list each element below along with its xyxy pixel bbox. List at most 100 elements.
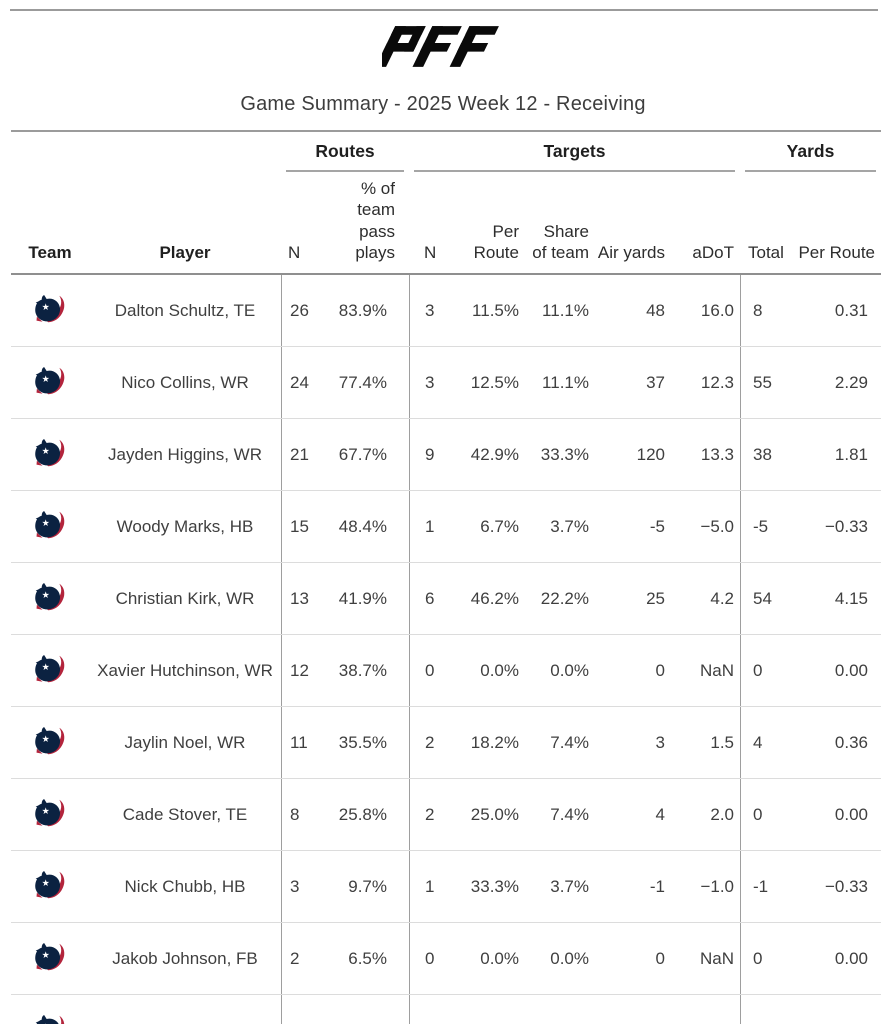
column-header-row: Team Player N % of team pass plays N Per… xyxy=(11,172,881,275)
routes-underline xyxy=(286,170,404,172)
player-name: Nick Chubb, HB xyxy=(124,876,246,896)
air-yards: 25 xyxy=(646,588,665,608)
table-row: Cade Stover, TE 8 25.8% 2 25.0% 7.4% 4 2… xyxy=(11,778,881,850)
texans-logo-icon xyxy=(32,366,69,399)
yards-per-route: 0.31 xyxy=(834,300,868,320)
texans-logo-icon xyxy=(32,1014,69,1024)
texans-logo-icon xyxy=(32,798,69,831)
player-name: Dare Ogunbowale, HB xyxy=(89,995,281,1024)
target-share: 0.0% xyxy=(550,948,589,968)
targets-per-route: 12.5% xyxy=(470,372,519,392)
team-cell xyxy=(11,563,89,634)
target-share: 11.1% xyxy=(542,372,589,392)
texans-logo-icon xyxy=(32,654,69,687)
air-yards: 0 xyxy=(655,948,665,968)
target-share: 7.4% xyxy=(550,804,589,824)
table-row: Nico Collins, WR 24 77.4% 3 12.5% 11.1% … xyxy=(11,346,881,418)
adot-value: 16.0 xyxy=(700,300,734,320)
adot-value: 1.5 xyxy=(710,732,734,752)
targets-underline xyxy=(414,170,735,172)
player-name: Jayden Higgins, WR xyxy=(107,444,262,464)
team-cell xyxy=(11,923,89,994)
yards-underline xyxy=(745,170,876,172)
routes-count: 2 xyxy=(281,923,319,994)
team-cell xyxy=(11,779,89,850)
target-share: 3.7% xyxy=(550,516,589,536)
yards-total: 0 xyxy=(740,635,784,706)
adot-value: NaN xyxy=(671,995,740,1024)
air-yards: 37 xyxy=(646,372,665,392)
player-name: Cade Stover, TE xyxy=(122,804,248,824)
targets-per-route: 25.0% xyxy=(470,804,519,824)
air-yards: 0 xyxy=(595,995,671,1024)
routes-pct: 48.4% xyxy=(338,516,387,536)
adot-value: NaN xyxy=(699,660,734,680)
yards-per-route: 4.15 xyxy=(834,588,868,608)
air-yards: 48 xyxy=(646,300,665,320)
yards-total: 55 xyxy=(740,347,784,418)
yards-total: -5 xyxy=(740,491,784,562)
targets-per-route: 18.2% xyxy=(470,732,519,752)
team-cell xyxy=(11,347,89,418)
target-share: 0.0% xyxy=(550,660,589,680)
yards-per-route: 0.00 xyxy=(834,660,868,680)
yards-total: 8 xyxy=(740,275,784,346)
targets-per-route: 33.3% xyxy=(470,876,519,896)
page-title: Game Summary - 2025 Week 12 - Receiving xyxy=(240,93,646,115)
routes-count: 11 xyxy=(281,707,319,778)
team-cell xyxy=(11,995,89,1024)
targets-count: 6 xyxy=(409,563,445,634)
player-name: Christian Kirk, WR xyxy=(115,588,255,608)
column-header-share: Share of team xyxy=(532,221,589,262)
targets-per-route: 42.9% xyxy=(470,444,519,464)
player-name: Nico Collins, WR xyxy=(121,372,249,392)
target-share: 3.7% xyxy=(550,876,589,896)
target-share: 7.4% xyxy=(550,732,589,752)
routes-count: 21 xyxy=(281,419,319,490)
routes-count: 8 xyxy=(281,779,319,850)
team-cell xyxy=(11,635,89,706)
yards-per-route: 0.00 xyxy=(834,948,868,968)
column-header-team: Team xyxy=(28,242,72,262)
routes-count: 24 xyxy=(281,347,319,418)
air-yards: 4 xyxy=(655,804,665,824)
air-yards: -1 xyxy=(649,876,665,896)
column-header-targets-n: N xyxy=(424,242,437,262)
targets-count: 1 xyxy=(409,491,445,562)
targets-count: 0 xyxy=(409,995,445,1024)
target-share: 22.2% xyxy=(540,588,589,608)
group-header-yards: Yards xyxy=(740,141,881,172)
column-header-adot: aDoT xyxy=(692,242,734,262)
routes-count: 13 xyxy=(281,563,319,634)
table-row: Dare Ogunbowale, HB 1 3.2% 0 0.0% 0.0% 0… xyxy=(11,994,881,1024)
yards-total: 0 xyxy=(740,779,784,850)
table-row: Xavier Hutchinson, WR 12 38.7% 0 0.0% 0.… xyxy=(11,634,881,706)
texans-logo-icon xyxy=(32,582,69,615)
routes-pct: 25.8% xyxy=(338,804,387,824)
yards-total: 0 xyxy=(740,923,784,994)
column-header-total: Total xyxy=(748,242,784,262)
column-header-air-yards: Air yards xyxy=(597,242,665,262)
adot-value: 2.0 xyxy=(710,804,734,824)
adot-value: 12.3 xyxy=(700,372,734,392)
adot-value: 13.3 xyxy=(700,444,734,464)
team-cell xyxy=(11,491,89,562)
air-yards: 0 xyxy=(655,660,665,680)
table-row: Jakob Johnson, FB 2 6.5% 0 0.0% 0.0% 0 N… xyxy=(11,922,881,994)
table-row: Dalton Schultz, TE 26 83.9% 3 11.5% 11.1… xyxy=(11,275,881,346)
yards-total: 54 xyxy=(740,563,784,634)
yards-per-route: 0.00 xyxy=(784,995,881,1024)
target-share: 33.3% xyxy=(540,444,589,464)
targets-count: 9 xyxy=(409,419,445,490)
player-name: Dalton Schultz, TE xyxy=(114,300,256,320)
yards-per-route: 1.81 xyxy=(834,444,868,464)
air-yards: 120 xyxy=(636,444,665,464)
texans-logo-icon xyxy=(32,870,69,903)
air-yards: 3 xyxy=(655,732,665,752)
routes-pct: 3.2% xyxy=(319,995,409,1024)
table-row: Woody Marks, HB 15 48.4% 1 6.7% 3.7% -5 … xyxy=(11,490,881,562)
player-name: Woody Marks, HB xyxy=(116,516,254,536)
team-cell xyxy=(11,707,89,778)
yards-per-route: −0.33 xyxy=(824,516,868,536)
